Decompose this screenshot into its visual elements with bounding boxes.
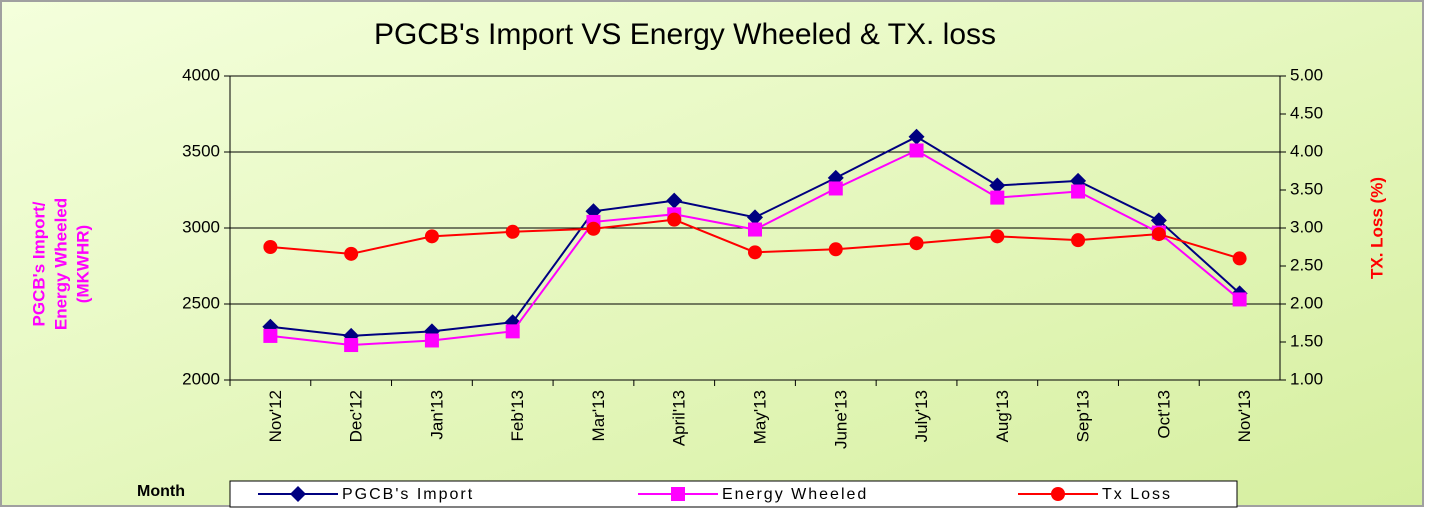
- data-point: [344, 246, 359, 261]
- data-point: [263, 328, 278, 343]
- x-tick-label: Oct'13: [1154, 390, 1173, 439]
- x-tick-label: Sep'13: [1074, 390, 1093, 442]
- legend-marker: [290, 486, 306, 502]
- y2-tick-label: 4.50: [1290, 103, 1323, 122]
- legend-label: Tx Loss: [1102, 486, 1172, 503]
- x-tick-label: Nov'12: [266, 390, 285, 442]
- legend-marker: [671, 487, 685, 501]
- data-point: [908, 128, 925, 145]
- x-tick-label: Feb'13: [508, 390, 527, 441]
- x-tick-label: July'13: [912, 390, 931, 442]
- data-point: [424, 333, 439, 348]
- legend-label: PGCB's Import: [342, 486, 474, 503]
- data-point: [1071, 184, 1086, 199]
- y-tick-label: 2000: [182, 369, 220, 388]
- x-tick-label: Mar'13: [589, 390, 608, 441]
- data-point: [424, 229, 439, 244]
- data-point: [1150, 212, 1167, 229]
- data-point: [263, 240, 278, 254]
- data-point: [748, 245, 762, 260]
- y2-tick-label: 3.50: [1290, 179, 1323, 198]
- y2-tick-label: 1.50: [1290, 331, 1323, 350]
- data-point: [909, 236, 924, 251]
- data-point: [748, 222, 762, 237]
- y2-tick-label: 1.00: [1290, 369, 1323, 388]
- data-point: [1232, 251, 1247, 266]
- y-axis-title: PGCB's Import/: [29, 201, 48, 326]
- data-point: [505, 324, 520, 339]
- y-tick-label: 2500: [182, 293, 220, 312]
- data-point: [989, 177, 1006, 194]
- y-axis-title: Energy Wheeled: [51, 198, 70, 330]
- y2-tick-label: 2.50: [1290, 255, 1323, 274]
- y2-tick-label: 4.00: [1290, 141, 1323, 160]
- data-point: [990, 229, 1005, 244]
- x-tick-label: April'13: [670, 390, 689, 446]
- x-tick-label: Nov'13: [1235, 390, 1254, 442]
- legend-label: Energy Wheeled: [722, 486, 868, 503]
- data-point: [990, 190, 1005, 205]
- y2-axis-title: TX. Loss (%): [1367, 177, 1386, 279]
- y-axis-title: (MKWHR): [73, 225, 92, 303]
- data-point: [747, 209, 763, 226]
- y-tick-label: 3000: [182, 217, 220, 236]
- chart-title: PGCB's Import VS Energy Wheeled & TX. lo…: [374, 18, 996, 51]
- data-point: [1151, 227, 1166, 242]
- x-axis-title: Month: [137, 483, 185, 500]
- x-tick-label: Jan'13: [427, 390, 446, 440]
- y2-tick-label: 2.00: [1290, 293, 1323, 312]
- y2-tick-label: 3.00: [1290, 217, 1323, 236]
- data-point: [828, 181, 843, 196]
- data-point: [667, 212, 682, 227]
- y2-tick-label: 5.00: [1290, 65, 1323, 84]
- y-tick-label: 4000: [182, 65, 220, 84]
- data-point: [909, 143, 924, 158]
- x-tick-label: Aug'13: [993, 390, 1012, 442]
- x-tick-label: Dec'12: [347, 390, 366, 442]
- data-point: [586, 221, 601, 236]
- y-tick-label: 3500: [182, 141, 220, 160]
- background: [0, 0, 1424, 507]
- x-tick-label: June'13: [831, 390, 850, 449]
- data-point: [1071, 233, 1086, 248]
- x-tick-label: May'13: [750, 390, 769, 444]
- legend-marker: [1051, 487, 1065, 501]
- data-point: [344, 338, 359, 353]
- data-point: [828, 242, 843, 257]
- data-point: [666, 192, 683, 209]
- data-point: [1232, 292, 1247, 307]
- data-point: [505, 224, 520, 239]
